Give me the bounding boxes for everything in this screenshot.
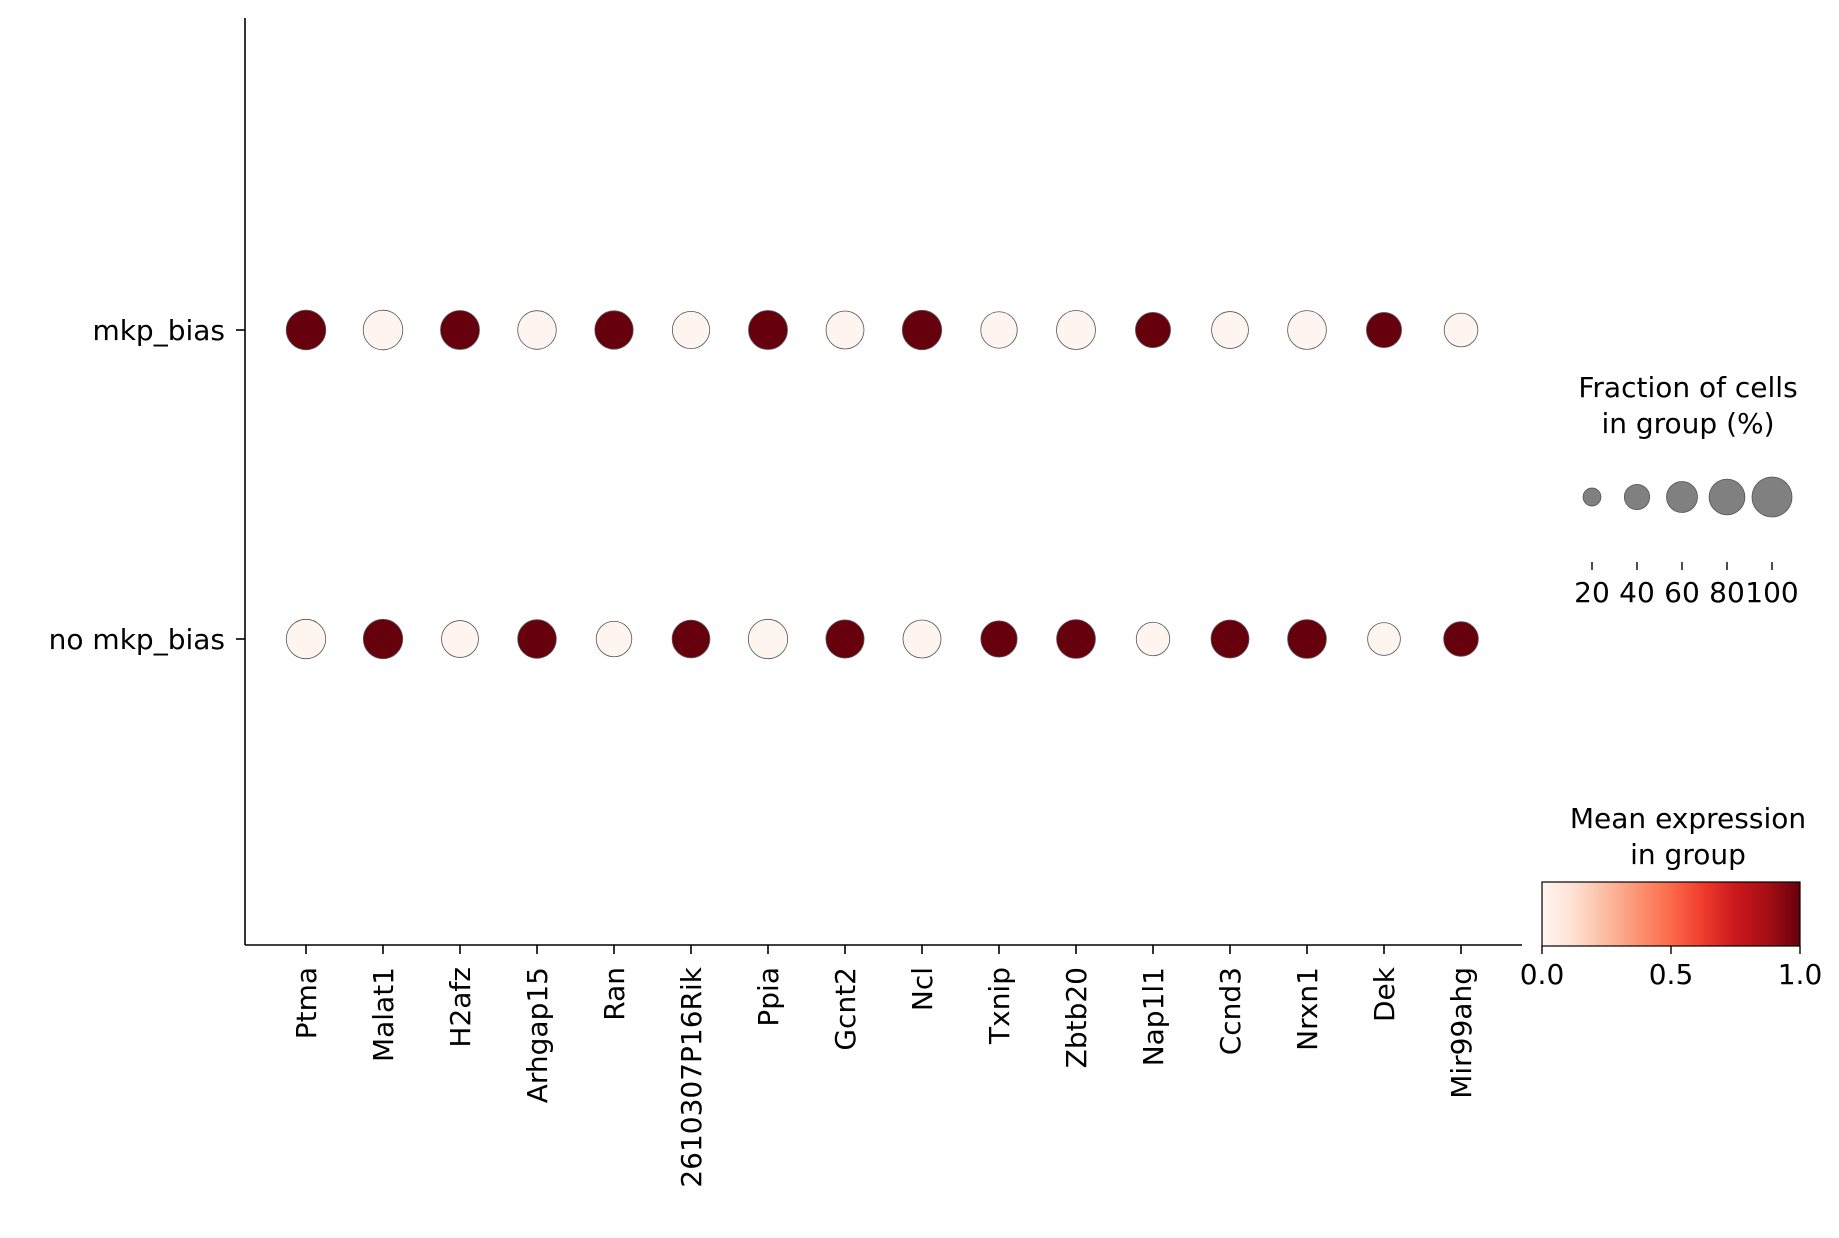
dot	[1287, 310, 1327, 350]
dot	[1135, 621, 1171, 657]
y-tick-label: no mkp_bias	[49, 623, 225, 656]
dot	[1443, 312, 1479, 348]
dot	[517, 310, 557, 350]
dot	[1135, 312, 1171, 348]
size-legend-tick-label: 80	[1709, 576, 1745, 609]
color-legend: Mean expression in group 0.0 0.5 1.0	[1520, 802, 1823, 991]
dot	[441, 620, 479, 658]
dot	[1366, 312, 1402, 348]
colorbar	[1541, 881, 1801, 947]
x-tick-label: Ptma	[290, 967, 323, 1039]
dot	[671, 310, 711, 350]
dot	[285, 309, 327, 351]
dot	[901, 309, 943, 351]
dot	[748, 310, 788, 350]
size-legend-dot	[1623, 483, 1651, 511]
size-legend-dot	[1708, 478, 1746, 516]
dot	[671, 619, 711, 659]
color-legend-title-line-1: Mean expression	[1570, 802, 1806, 835]
x-tick-label: 2610307P16Rik	[675, 966, 708, 1187]
x-tick-label: Mir99ahg	[1445, 967, 1478, 1099]
dot	[440, 310, 480, 350]
dot	[1056, 310, 1096, 350]
dot	[980, 311, 1018, 349]
colorbar-tick-label: 0.5	[1649, 958, 1694, 991]
dot	[362, 309, 404, 351]
x-tick-label: Arhgap15	[521, 967, 554, 1103]
x-tick-label: Zbtb20	[1060, 967, 1093, 1068]
x-tick-label: Gcnt2	[829, 967, 862, 1051]
x-tick-label: Ncl	[906, 967, 939, 1011]
dot	[1210, 619, 1250, 659]
dot	[594, 310, 634, 350]
dot	[1056, 619, 1096, 659]
size-legend-title-line-2: in group (%)	[1601, 407, 1774, 440]
x-tick-label: Txnip	[983, 967, 1016, 1045]
colorbar-tick-label: 1.0	[1778, 958, 1823, 991]
dot	[747, 618, 789, 660]
x-tick-label: Nap1l1	[1137, 967, 1170, 1066]
dot	[902, 619, 942, 659]
x-tick-label: Ccnd3	[1214, 967, 1247, 1055]
dot	[595, 620, 633, 658]
size-legend: Fraction of cells in group (%) 20 40 60 80 1…	[1574, 371, 1799, 609]
x-tick-label: Ppia	[752, 967, 785, 1027]
dot	[825, 619, 865, 659]
color-legend-title-line-2: in group	[1630, 838, 1746, 871]
size-legend-dot	[1582, 487, 1602, 507]
dot	[362, 618, 404, 660]
colorbar-tick-label: 0.0	[1520, 958, 1565, 991]
size-legend-dots: 20 40 60 80 100	[1574, 476, 1799, 609]
dot	[1211, 311, 1249, 349]
dot	[1443, 621, 1479, 657]
dot	[517, 619, 557, 659]
x-tick-label: H2afz	[444, 967, 477, 1048]
x-ticks: Ptma Malat1 H2afz Arhgap15 Ran 2610307P16Rik P…	[290, 945, 1478, 1188]
size-legend-tick-label: 60	[1664, 576, 1700, 609]
dot	[1367, 622, 1401, 656]
y-tick-label: mkp_bias	[92, 314, 225, 347]
size-legend-dot	[1666, 481, 1698, 513]
size-legend-tick-label: 100	[1745, 576, 1798, 609]
x-tick-label: Ran	[598, 967, 631, 1021]
plot-axes	[244, 18, 1522, 946]
dot	[825, 310, 865, 350]
size-legend-tick-label: 20	[1574, 576, 1610, 609]
size-legend-tick-label: 40	[1619, 576, 1655, 609]
x-tick-label: Nrxn1	[1291, 967, 1324, 1051]
size-legend-title-line-1: Fraction of cells	[1578, 371, 1797, 404]
size-legend-dot	[1751, 476, 1793, 518]
x-tick-label: Malat1	[367, 967, 400, 1062]
colorbar-ticks: 0.0 0.5 1.0	[1520, 946, 1823, 991]
x-tick-label: Dek	[1368, 966, 1401, 1022]
dot	[285, 618, 327, 660]
dot	[980, 620, 1018, 658]
dot	[1287, 619, 1327, 659]
dots	[285, 309, 1479, 660]
